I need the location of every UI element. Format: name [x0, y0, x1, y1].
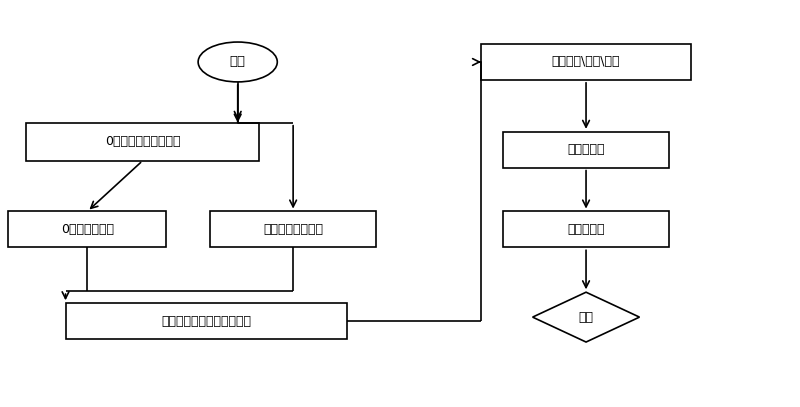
Bar [66, 303, 346, 339]
Text: 钢筋骨架场内制作: 钢筋骨架场内制作 [263, 223, 323, 236]
Bar [503, 212, 669, 247]
Bar [503, 132, 669, 168]
Bar [26, 123, 259, 161]
Text: 0号段底模安装: 0号段底模安装 [61, 223, 114, 236]
Text: 混凝土浇筑: 混凝土浇筑 [567, 143, 605, 156]
Text: 开始: 开始 [230, 55, 246, 68]
Bar [481, 44, 691, 80]
Bar [8, 212, 166, 247]
Text: 拆模: 拆模 [578, 311, 594, 324]
Text: 钢筋骨架运输、起吊、就位: 钢筋骨架运输、起吊、就位 [161, 315, 251, 328]
Text: 安装侧模\内模\端模: 安装侧模\内模\端模 [552, 55, 620, 68]
Text: 混凝土养护: 混凝土养护 [567, 223, 605, 236]
Bar [210, 212, 376, 247]
Text: 0号段支架或托架安装: 0号段支架或托架安装 [105, 135, 181, 148]
